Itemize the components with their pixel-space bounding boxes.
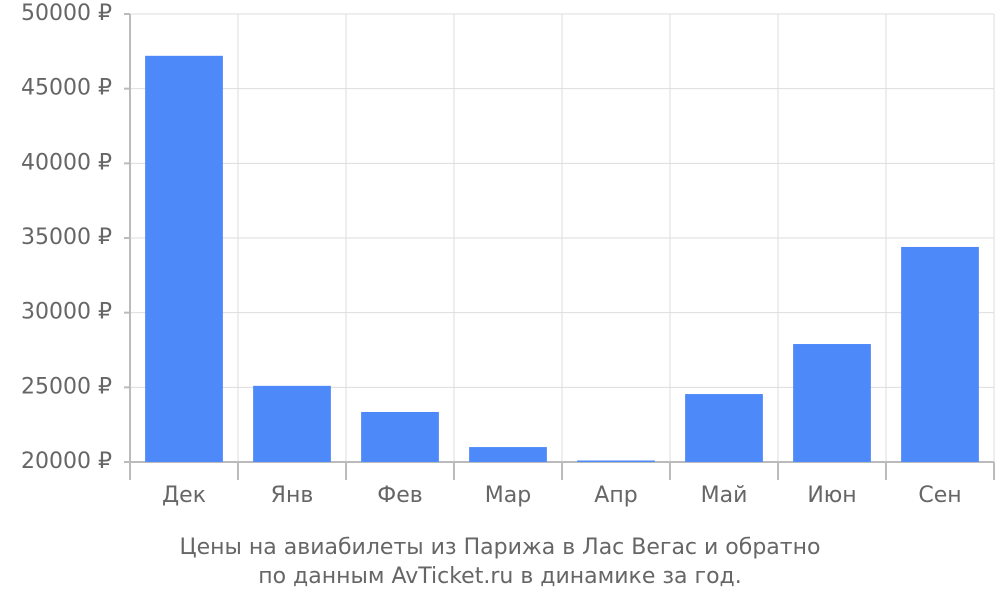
- bar: [253, 385, 331, 462]
- x-tick-label: Фев: [377, 483, 422, 508]
- bar: [793, 344, 871, 462]
- x-tick-label: Июн: [807, 483, 856, 508]
- bar: [145, 55, 223, 463]
- chart-title-line: по данным AvTicket.ru в динамике за год.: [258, 564, 742, 589]
- y-tick-label: 35000 ₽: [21, 225, 112, 250]
- chart-title-line: Цены на авиабилеты из Парижа в Лас Вегас…: [180, 535, 821, 560]
- bar: [469, 447, 547, 462]
- bar: [685, 394, 763, 462]
- x-tick-label: Май: [701, 483, 748, 508]
- y-tick-label: 20000 ₽: [21, 449, 112, 474]
- bar: [577, 460, 655, 462]
- bar: [901, 246, 979, 462]
- x-tick-label: Дек: [162, 483, 206, 508]
- y-tick-label: 30000 ₽: [21, 300, 112, 325]
- bar: [361, 411, 439, 462]
- y-tick-label: 45000 ₽: [21, 76, 112, 101]
- y-tick-label: 50000 ₽: [21, 1, 112, 26]
- x-tick-label: Апр: [594, 483, 637, 508]
- x-tick-label: Сен: [918, 483, 961, 508]
- x-tick-label: Мар: [485, 483, 531, 508]
- x-tick-label: Янв: [271, 483, 314, 508]
- y-tick-label: 40000 ₽: [21, 150, 112, 175]
- y-tick-label: 25000 ₽: [21, 374, 112, 399]
